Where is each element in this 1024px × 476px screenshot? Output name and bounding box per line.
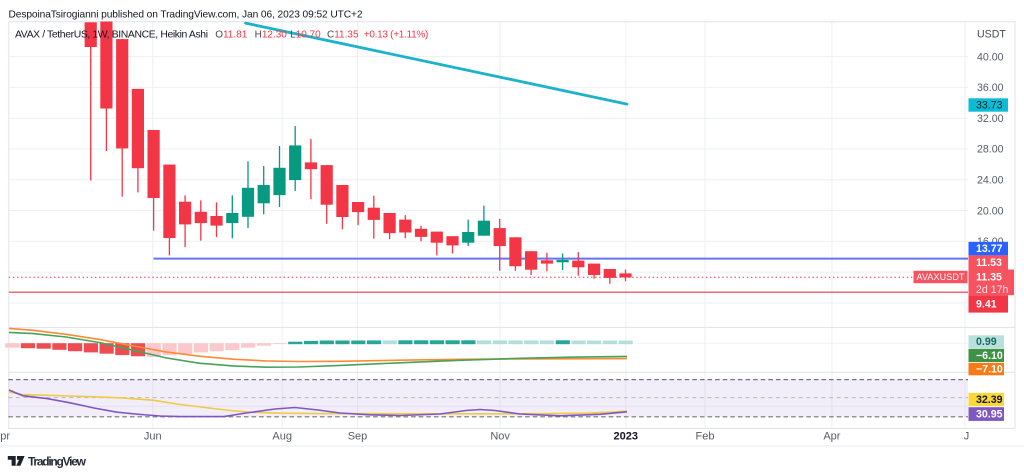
svg-text:DespoinaTsirogianni published: DespoinaTsirogianni published on Trading… [9, 9, 363, 20]
svg-text:40.00: 40.00 [977, 51, 1004, 63]
svg-text:AVAX / TetherUS, 1W, BINANCE,: AVAX / TetherUS, 1W, BINANCE, Heikin Ash… [15, 30, 208, 41]
svg-text:20.00: 20.00 [977, 205, 1004, 217]
svg-text:9.41: 9.41 [976, 299, 997, 311]
svg-text:24.00: 24.00 [977, 175, 1004, 187]
svg-text:Jun: Jun [144, 431, 162, 443]
svg-text:Aug: Aug [272, 431, 292, 443]
svg-text:−7.10: −7.10 [976, 364, 1003, 376]
svg-text:2023: 2023 [614, 431, 638, 443]
svg-text:L10.70: L10.70 [290, 30, 321, 41]
svg-text:30.95: 30.95 [976, 409, 1003, 421]
svg-text:Apr: Apr [0, 431, 10, 443]
svg-text:33.73: 33.73 [976, 100, 1003, 112]
svg-text:C11.35: C11.35 [327, 30, 359, 41]
svg-text:−6.10: −6.10 [976, 350, 1003, 362]
svg-text:28.00: 28.00 [977, 144, 1004, 156]
svg-text:11.53: 11.53 [976, 257, 1002, 269]
svg-text:32.00: 32.00 [977, 113, 1004, 125]
svg-text:TradingView: TradingView [28, 454, 87, 468]
svg-text:36.00: 36.00 [977, 82, 1004, 94]
svg-text:O11.81: O11.81 [215, 30, 248, 41]
svg-text:0.99: 0.99 [976, 336, 997, 348]
svg-text:32.39: 32.39 [976, 394, 1003, 406]
svg-text:+0.13 (+1.11%): +0.13 (+1.11%) [364, 30, 429, 41]
svg-text:Apr: Apr [823, 431, 840, 443]
svg-text:AVAXUSDT: AVAXUSDT [917, 272, 966, 282]
svg-text:Feb: Feb [696, 431, 715, 443]
svg-text:13.77: 13.77 [976, 243, 1003, 255]
svg-text:J: J [964, 431, 970, 443]
svg-text:2d 17h: 2d 17h [976, 284, 1009, 296]
svg-text:Sep: Sep [348, 431, 368, 443]
svg-text:USDT: USDT [977, 28, 1006, 40]
svg-text:11.35: 11.35 [976, 272, 1002, 284]
svg-text:Nov: Nov [490, 431, 510, 443]
svg-text:H12.30: H12.30 [255, 30, 288, 41]
